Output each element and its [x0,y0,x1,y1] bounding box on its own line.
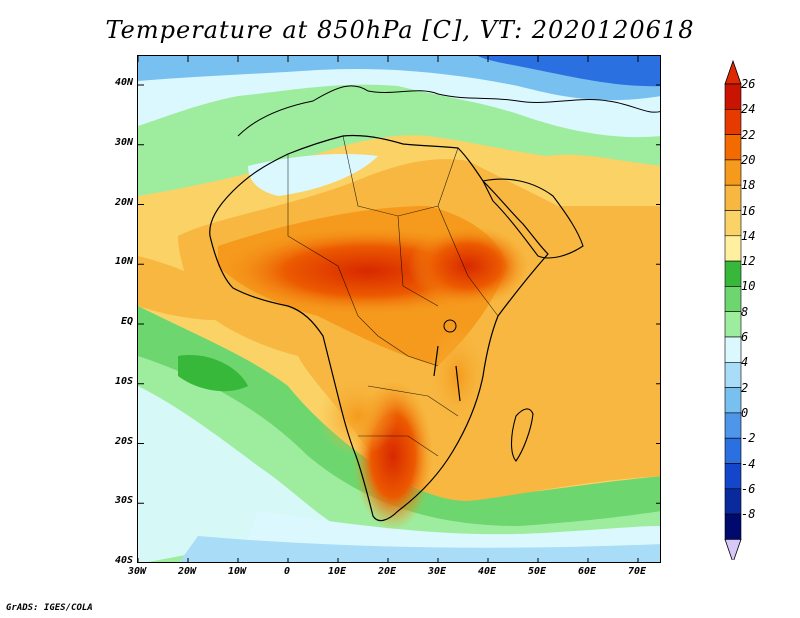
colorbar-swatch [724,513,742,540]
colorbar-label: 8 [741,304,749,319]
colorbar-label: 22 [741,127,756,142]
lat-label: 30N [114,136,133,148]
colorbar-swatch [724,463,742,490]
colorbar-label: 10 [741,279,756,294]
lon-label: 30E [427,566,447,577]
colorbar-swatch [724,336,742,363]
colorbar-swatch [724,437,742,464]
colorbar-swatch [724,184,742,211]
colorbar-label: 18 [741,178,756,193]
lon-label: 10E [327,566,347,577]
africa-coastline [209,134,549,522]
colorbar-under-triangle [724,538,742,560]
colorbar-swatch [724,210,742,237]
lat-label: 10S [114,375,133,387]
lon-label: 50E [527,566,547,577]
colorbar-label: -2 [741,431,756,446]
colorbar-swatch [724,387,742,414]
colorbar-label: 6 [741,330,749,344]
colorbar-label: 2 [741,380,749,395]
europe-coastline [237,85,660,137]
lon-label: 30W [127,566,147,577]
lat-label: 40S [114,555,133,566]
lat-label: 40N [114,77,133,88]
map-title: Temperature at 850hPa [C], VT: 202012061… [105,16,695,44]
credit-text: GrADS: IGES/COLA [6,603,93,613]
lat-label: EQ [120,316,133,327]
rift-lakes [433,345,461,402]
colorbar-swatch [724,412,742,439]
temperature-map [137,55,661,563]
colorbar-swatch [724,235,742,262]
colorbar-label: 26 [741,77,756,91]
colorbar-label: 24 [741,102,756,117]
colorbar-swatch [724,286,742,312]
lat-label: 20N [114,196,133,208]
colorbar-label: 20 [741,152,756,167]
temperature-field [138,56,660,562]
lake-victoria [443,319,457,333]
colorbar-label: 0 [741,405,749,420]
colorbar [724,60,742,560]
colorbar-swatch [724,488,742,515]
country-borders [287,135,499,457]
lon-label: 70E [627,566,647,577]
colorbar-swatch [724,311,742,338]
lat-label: 30S [114,495,133,507]
colorbar-label: -8 [741,507,756,522]
madagascar-coastline [510,408,534,462]
colorbar-label: -4 [741,456,756,471]
lat-label: 10N [114,256,133,268]
colorbar-label: -6 [741,481,756,496]
colorbar-swatch [724,260,742,287]
colorbar-label: 14 [741,228,756,243]
lon-label: 20W [177,566,197,577]
lat-label: 20S [114,435,133,447]
frame-ticks [138,56,660,562]
lon-label: 60E [577,566,597,577]
colorbar-swatch [724,108,742,135]
colorbar-label: 4 [741,355,749,370]
lon-label: 0 [283,566,291,577]
colorbar-label: 12 [741,254,756,269]
colorbar-swatch [724,83,742,110]
colorbar-swatch [724,159,742,186]
lon-label: 10W [227,566,247,577]
colorbar-label: 16 [741,203,756,218]
lon-label: 20E [377,566,397,577]
colorbar-over-triangle [724,60,742,85]
arabia-coastline [482,178,584,259]
colorbar-swatch [724,361,742,388]
lon-label: 40E [477,566,497,577]
colorbar-swatch [724,134,742,161]
